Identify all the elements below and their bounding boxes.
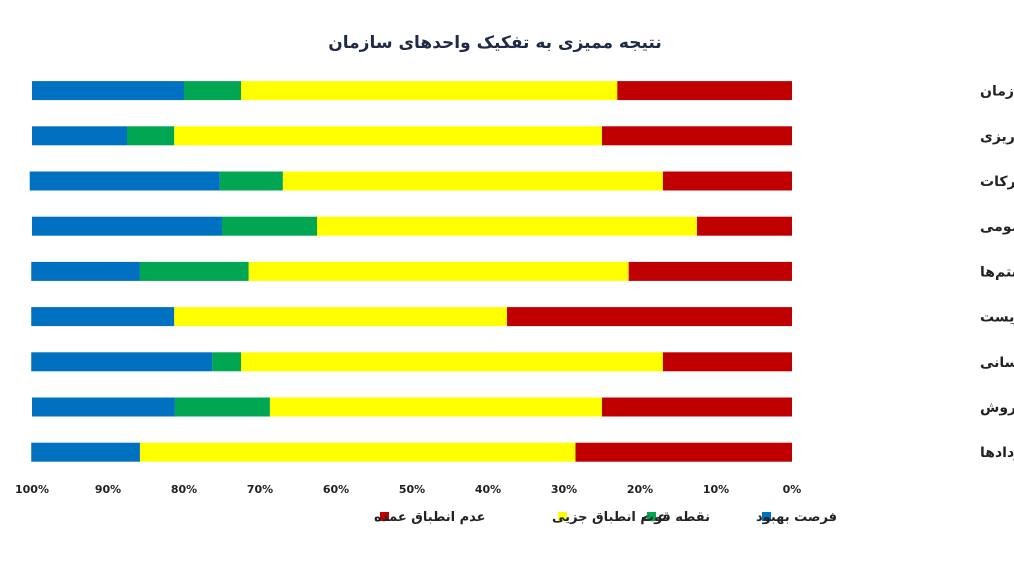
x-tick-label: 10% [703, 483, 729, 496]
x-tick-label: 20% [627, 483, 653, 496]
bar-segment [31, 307, 175, 327]
bar-segment [31, 352, 213, 372]
legend-swatch [762, 512, 771, 521]
bars-group [29, 81, 792, 462]
category-label: امور قراردادها [980, 445, 1014, 461]
category-label: کل سازمان [980, 84, 1014, 100]
x-tick-label: 40% [475, 483, 501, 496]
category-label: روابط عمومی [980, 219, 1014, 235]
x-tick-label: 60% [323, 483, 349, 496]
x-tick-label: 70% [247, 483, 273, 496]
x-tick-label: 100% [15, 483, 49, 496]
bar-segment [127, 126, 175, 146]
bar-segment [222, 216, 317, 236]
legend-label: عدم انطباق عمده [374, 510, 486, 525]
bar-segment [32, 216, 222, 236]
legend-swatch [558, 512, 567, 521]
bar-segment [241, 352, 663, 372]
bar-segment [29, 171, 220, 191]
bar-segment [32, 81, 184, 101]
bar-segment [269, 397, 602, 417]
bar-segment [602, 126, 792, 146]
bar-segment [282, 171, 663, 191]
category-label: برنامه ریزی [980, 129, 1014, 145]
legend-swatch [647, 512, 656, 521]
bar-segment [31, 442, 140, 462]
bar-segment [602, 397, 792, 417]
category-labels-group: کل سازمان برنامه ریزی تأمین و تدارکات روابط… [980, 84, 1014, 462]
category-label: منابع انسانی [980, 355, 1014, 371]
bar-segment [697, 216, 792, 236]
x-axis-ticks-group: 100% 90% 80% 70% 60% 50% 40% 30% 20% 10% 0% [15, 483, 801, 496]
category-label: فروش [980, 400, 1014, 416]
category-label: ایمنی بهداشت، محیط زیست [980, 310, 1014, 326]
bar-segment [241, 81, 618, 101]
x-tick-label: 0% [783, 483, 802, 496]
legend-label: فرصت بهبود [756, 510, 837, 525]
bar-segment [628, 261, 792, 281]
bar-segment [32, 126, 127, 146]
bar-segment [219, 171, 283, 191]
bar-segment [317, 216, 697, 236]
bar-segment [662, 352, 792, 372]
x-tick-label: 90% [95, 483, 121, 496]
legend-label: نقطه قوت [641, 510, 710, 525]
bar-segment [174, 126, 602, 146]
legend-swatch [380, 512, 389, 521]
category-label: تأمین و تدارکات [980, 172, 1014, 190]
bar-segment [184, 81, 241, 101]
bar-segment [174, 397, 270, 417]
x-tick-label: 30% [551, 483, 577, 496]
bar-segment [212, 352, 241, 372]
bar-segment [139, 442, 576, 462]
legend-label: عدم انطباق جزیی [552, 510, 666, 525]
bar-segment [139, 261, 249, 281]
bar-segment [32, 397, 175, 417]
category-label: مهندسی سیستم‌ها [980, 264, 1014, 280]
bar-segment [174, 307, 507, 327]
x-tick-label: 50% [399, 483, 425, 496]
bar-segment [248, 261, 629, 281]
bar-segment [575, 442, 792, 462]
bar-segment [31, 261, 140, 281]
bar-segment [662, 171, 792, 191]
x-tick-label: 80% [171, 483, 197, 496]
chart-title: نتیجه ممیزی به تفکیک واحدهای سازمان [328, 33, 662, 53]
bar-segment [507, 307, 792, 327]
bar-segment [617, 81, 792, 101]
